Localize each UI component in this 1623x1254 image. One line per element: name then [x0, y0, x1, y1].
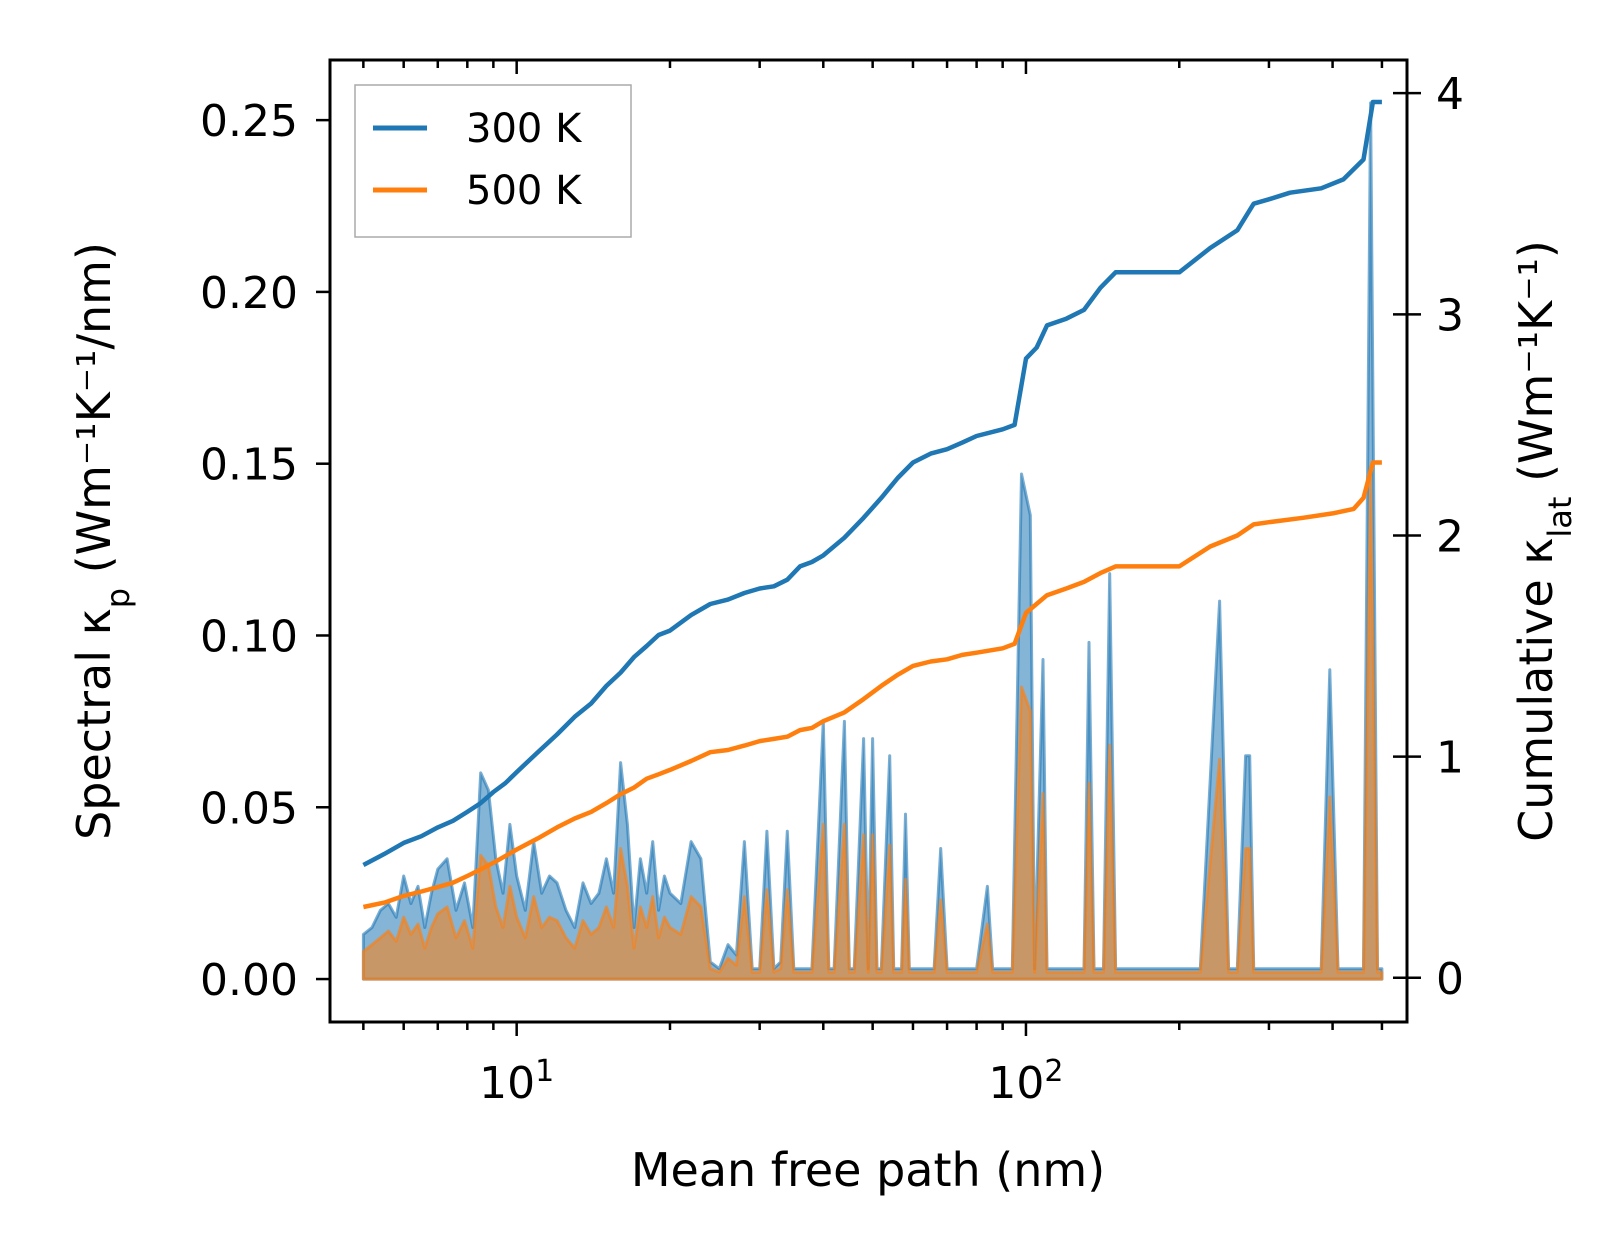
y-left-tick-label: 0.15: [200, 440, 298, 491]
y-right-tick-label: 3: [1436, 290, 1464, 341]
y-left-tick-label: 0.00: [200, 955, 298, 1006]
right-y-axis-title: Cumulative κlat (Wm⁻¹K⁻¹): [1509, 240, 1579, 842]
y-left-tick-label: 0.05: [200, 783, 298, 834]
legend-box: [354, 84, 632, 238]
y-right-tick-label: 1: [1436, 733, 1464, 784]
spectral-fills: [361, 101, 1384, 981]
y-right-tick-label: 2: [1436, 511, 1464, 562]
legend-label-500k: 500 K: [466, 168, 583, 214]
series-lines: [362, 99, 1382, 910]
y-right-tick-label: 0: [1436, 954, 1464, 1005]
y-left-tick-label: 0.20: [200, 268, 298, 319]
x-tick-label: 101: [479, 1054, 554, 1110]
x-axis-title: Mean free path (nm): [631, 1143, 1105, 1197]
line-300-k: [362, 99, 1382, 867]
y-right-tick-label: 4: [1436, 69, 1464, 120]
x-tick-label: 102: [988, 1054, 1063, 1110]
left-y-axis-title: Spectral κp (Wm⁻¹K⁻¹/nm): [67, 242, 137, 840]
axis-ticks: [316, 60, 1421, 1036]
plot-frame: [328, 58, 1409, 1024]
y-left-tick-label: 0.10: [200, 611, 298, 662]
y-left-tick-label: 0.25: [200, 96, 298, 147]
legend-label-300k: 300 K: [466, 106, 583, 152]
line-500-k: [362, 460, 1382, 910]
tick-labels: 101 102 0.00 0.05 0.10 0.15 0.20 0.25 0 1 2 3 4: [200, 69, 1464, 1109]
legend: 300 K 500 K: [354, 84, 632, 238]
fill-500-k-spectral: [361, 469, 1384, 981]
